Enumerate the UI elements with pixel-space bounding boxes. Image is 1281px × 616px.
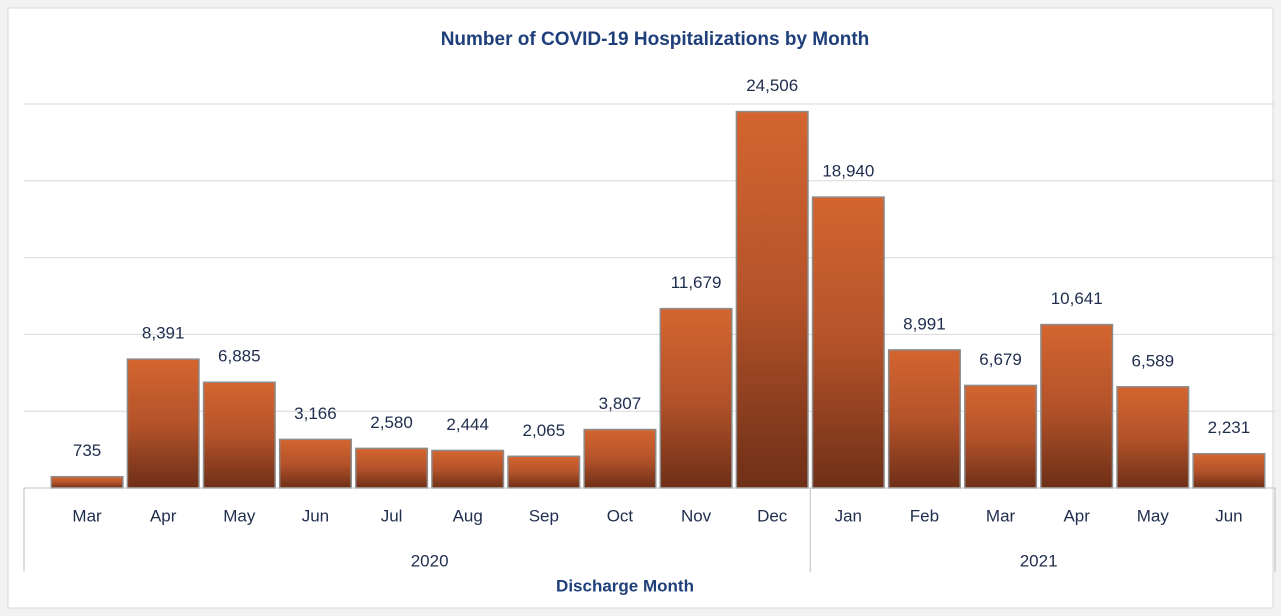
bar: [126, 358, 200, 489]
bar: [1040, 323, 1114, 489]
bar: [50, 475, 124, 489]
x-tick-label: Oct: [607, 506, 634, 525]
x-tick-label: Aug: [453, 506, 483, 525]
data-label: 8,991: [903, 314, 946, 333]
data-label: 2,580: [370, 413, 413, 432]
data-label: 6,679: [979, 350, 1022, 369]
data-label: 3,166: [294, 404, 337, 423]
x-tick-label: Dec: [757, 506, 788, 525]
bar: [735, 110, 809, 489]
group-label: 2020: [411, 551, 449, 570]
x-tick-label: Apr: [1063, 506, 1090, 525]
x-tick-label: May: [223, 506, 256, 525]
group-label: 2021: [1020, 551, 1058, 570]
bar: [811, 196, 885, 489]
bar: [964, 384, 1038, 489]
x-tick-label: Jun: [1215, 506, 1242, 525]
data-label: 2,231: [1208, 418, 1251, 437]
bar: [431, 449, 505, 489]
bar: [659, 307, 733, 489]
x-tick-label: Mar: [72, 506, 102, 525]
bar: [202, 381, 276, 489]
data-label: 2,065: [523, 421, 566, 440]
x-tick-label: Jan: [835, 506, 862, 525]
bar: [507, 455, 581, 489]
x-tick-label: Feb: [910, 506, 939, 525]
data-label: 8,391: [142, 324, 185, 343]
bar: [355, 447, 429, 489]
data-label: 6,885: [218, 347, 261, 366]
bar: [1192, 452, 1266, 489]
data-label: 11,679: [671, 273, 722, 292]
bar: [583, 428, 657, 489]
data-label: 6,589: [1132, 351, 1175, 370]
data-label: 735: [73, 441, 101, 460]
x-tick-label: Sep: [529, 506, 559, 525]
data-label: 10,641: [1051, 289, 1103, 308]
x-tick-label: Nov: [681, 506, 712, 525]
x-tick-label: Apr: [150, 506, 177, 525]
data-label: 18,940: [822, 162, 874, 181]
chart-area: [7, 7, 1274, 609]
data-label: 2,444: [446, 415, 489, 434]
x-tick-label: Mar: [986, 506, 1016, 525]
data-label: 3,807: [599, 394, 642, 413]
bar: [887, 349, 961, 489]
bar: [1116, 386, 1190, 489]
x-tick-label: Jul: [381, 506, 403, 525]
data-label: 24,506: [746, 76, 798, 95]
x-tick-label: May: [1137, 506, 1170, 525]
x-tick-label: Jun: [302, 506, 329, 525]
bar: [278, 438, 352, 489]
x-axis-title: Discharge Month: [556, 576, 694, 595]
chart-title: Number of COVID-19 Hospitalizations by M…: [441, 29, 870, 50]
